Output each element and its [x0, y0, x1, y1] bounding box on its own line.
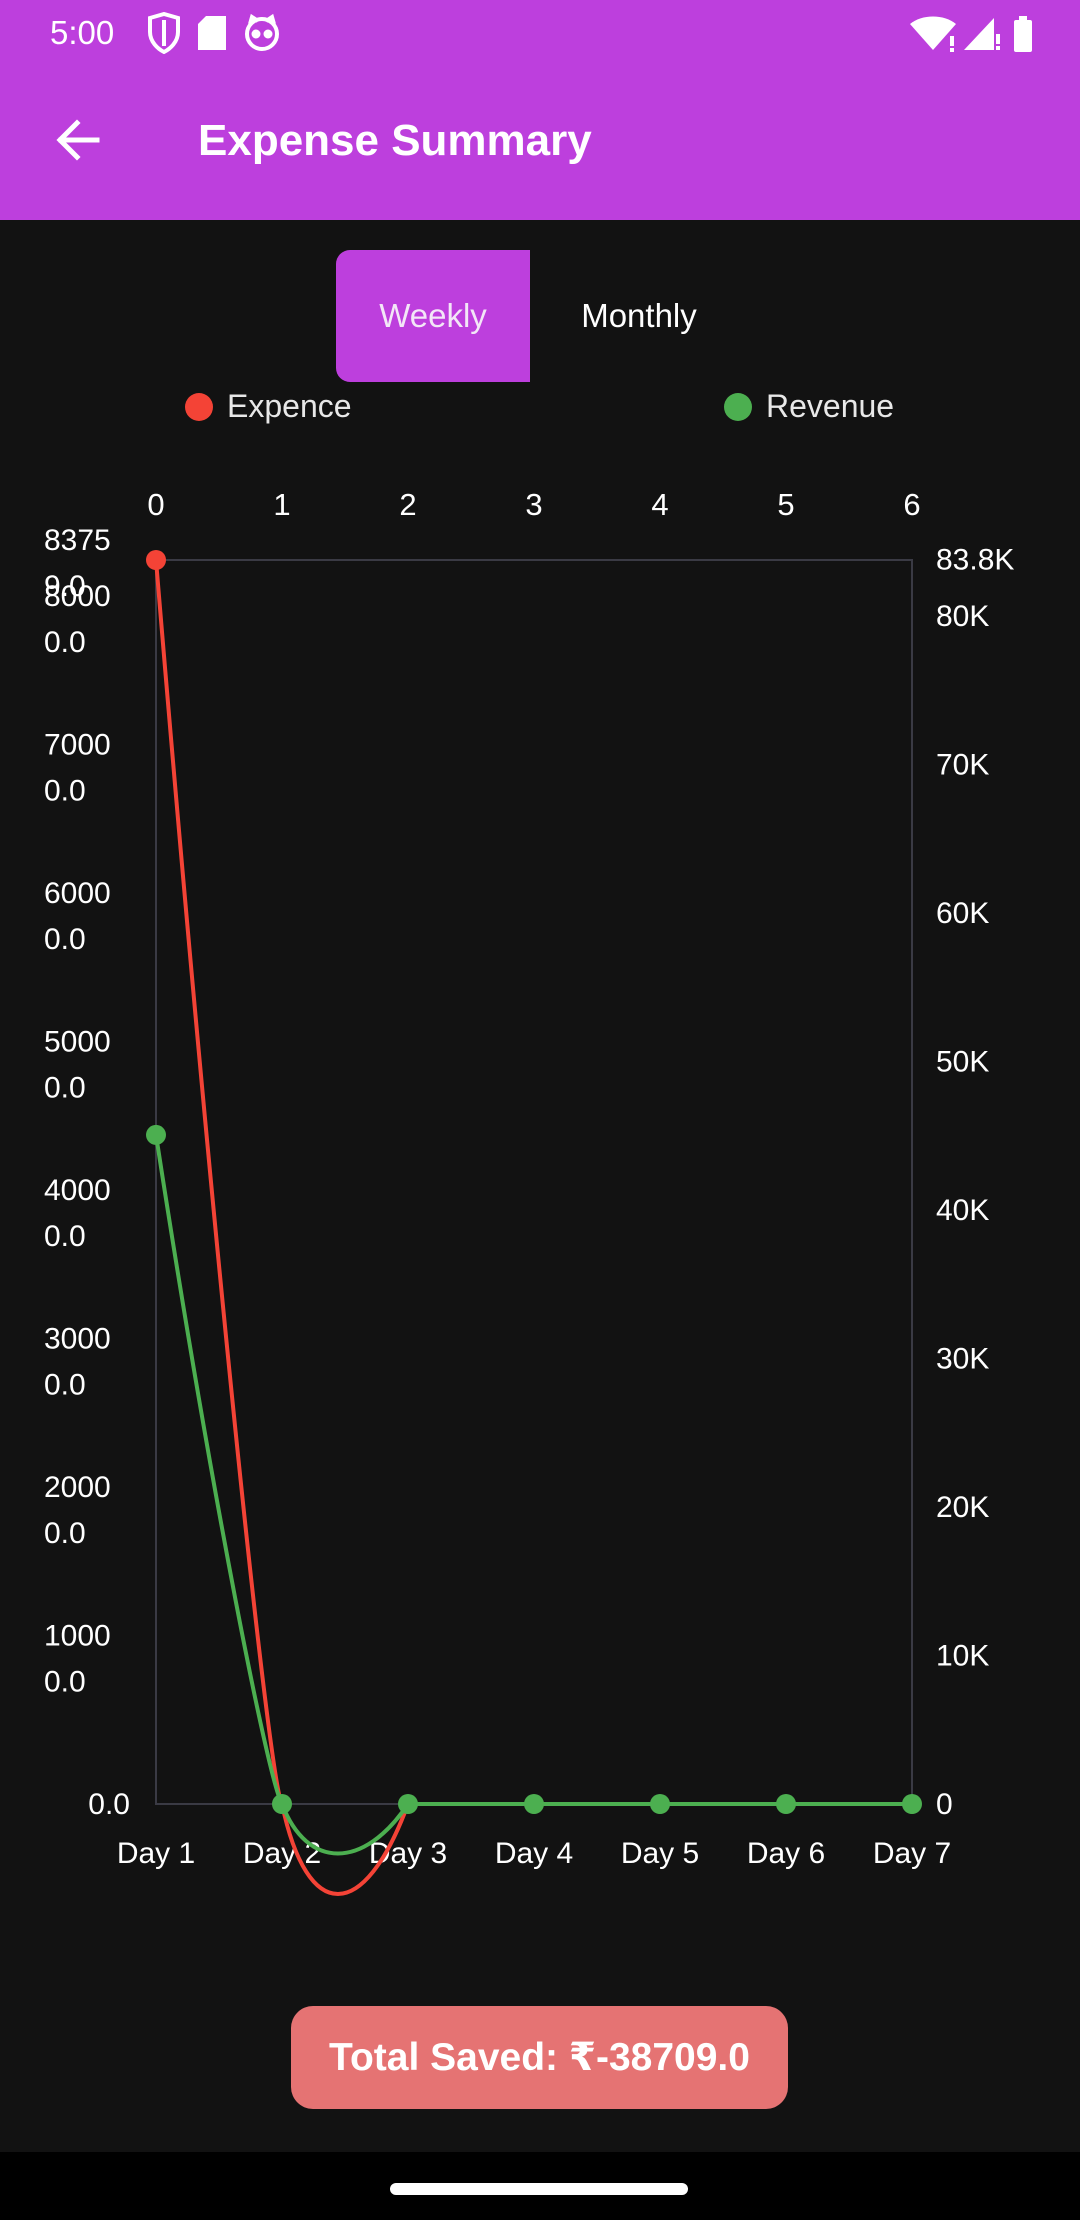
right-tick-label: 20K [936, 1491, 989, 1524]
right-tick-label: 70K [936, 748, 989, 781]
top-tick-label: 4 [651, 487, 668, 522]
battery-icon [1014, 16, 1032, 52]
bottom-tick-label: Day 6 [747, 1837, 825, 1870]
left-tick-label: 1000 0.0 [44, 1619, 111, 1698]
left-tick-label: 3000 0.0 [44, 1322, 111, 1401]
data-point-expence [146, 550, 166, 570]
status-left-icons [140, 11, 300, 55]
right-tick-label: 10K [936, 1639, 989, 1672]
legend-dot-revenue [724, 392, 752, 421]
wifi-icon [910, 16, 956, 52]
right-tick-label: 0 [936, 1788, 953, 1821]
right-tick-label: 30K [936, 1342, 989, 1375]
data-point-revenue [902, 1794, 922, 1814]
left-tick-label: 8000 0.0 [44, 580, 111, 659]
data-point-revenue [398, 1794, 418, 1814]
top-tick-label: 1 [273, 487, 290, 522]
plot-frame [155, 559, 913, 1805]
back-button[interactable] [40, 102, 116, 178]
left-tick-label: 2000 0.0 [44, 1471, 111, 1550]
app-bar: Expense Summary [0, 66, 1080, 220]
chart-legend: Expence Revenue [0, 388, 1080, 432]
bottom-tick-label: Day 7 [873, 1837, 951, 1870]
right-tick-label: 40K [936, 1194, 989, 1227]
right-tick-label: 50K [936, 1045, 989, 1078]
left-tick-label: 4000 0.0 [44, 1174, 111, 1253]
weekly-button[interactable]: Weekly [336, 250, 530, 382]
page-title: Expense Summary [198, 116, 592, 165]
sd-card-icon [198, 16, 226, 50]
right-tick-label: 60K [936, 897, 989, 930]
top-tick-label: 3 [525, 487, 542, 522]
signal-icon [964, 18, 1000, 50]
left-tick-label: 6000 0.0 [44, 877, 111, 956]
top-tick-label: 6 [903, 487, 920, 522]
arrow-left-icon [56, 119, 100, 161]
bottom-tick-label: Day 4 [495, 1837, 573, 1870]
data-point-revenue [776, 1794, 796, 1814]
monthly-button[interactable]: Monthly [581, 297, 697, 334]
home-indicator[interactable] [390, 2183, 688, 2195]
legend-item-revenue: Revenue [724, 388, 894, 425]
bottom-tick-label: Day 5 [621, 1837, 699, 1870]
right-tick-label: 80K [936, 600, 989, 633]
series-line-revenue [154, 1134, 912, 1856]
bottom-tick-label: Day 3 [369, 1837, 447, 1870]
total-saved-badge: Total Saved: ₹-38709.0 [291, 2006, 788, 2109]
left-tick-label: 8375 9.0 [44, 524, 111, 603]
top-tick-label: 5 [777, 487, 794, 522]
left-tick-label: 5000 0.0 [44, 1025, 111, 1104]
legend-label-expence: Expence [227, 388, 352, 424]
data-point-revenue [146, 1124, 166, 1145]
legend-item-expence: Expence [185, 388, 352, 425]
right-tick-label: 83.8K [936, 543, 1014, 576]
legend-dot-expence [185, 392, 213, 421]
status-right-icons [910, 12, 1040, 54]
legend-label-revenue: Revenue [766, 388, 895, 424]
left-tick-label: 7000 0.0 [44, 728, 111, 807]
status-time: 5:00 [50, 14, 115, 51]
shield-icon [148, 11, 180, 55]
bottom-tick-label: Day 1 [117, 1837, 195, 1870]
top-tick-label: 0 [147, 487, 164, 522]
data-point-revenue [650, 1794, 670, 1814]
left-tick-label: 0.0 [88, 1788, 130, 1821]
period-toggle: Weekly Monthly [336, 250, 748, 382]
series-line-expence [154, 559, 410, 1896]
data-point-revenue [272, 1794, 292, 1814]
data-point-revenue [524, 1794, 544, 1814]
top-tick-label: 2 [399, 487, 416, 522]
cat-face-icon [245, 13, 279, 51]
status-bar: 5:00 [0, 0, 1080, 66]
